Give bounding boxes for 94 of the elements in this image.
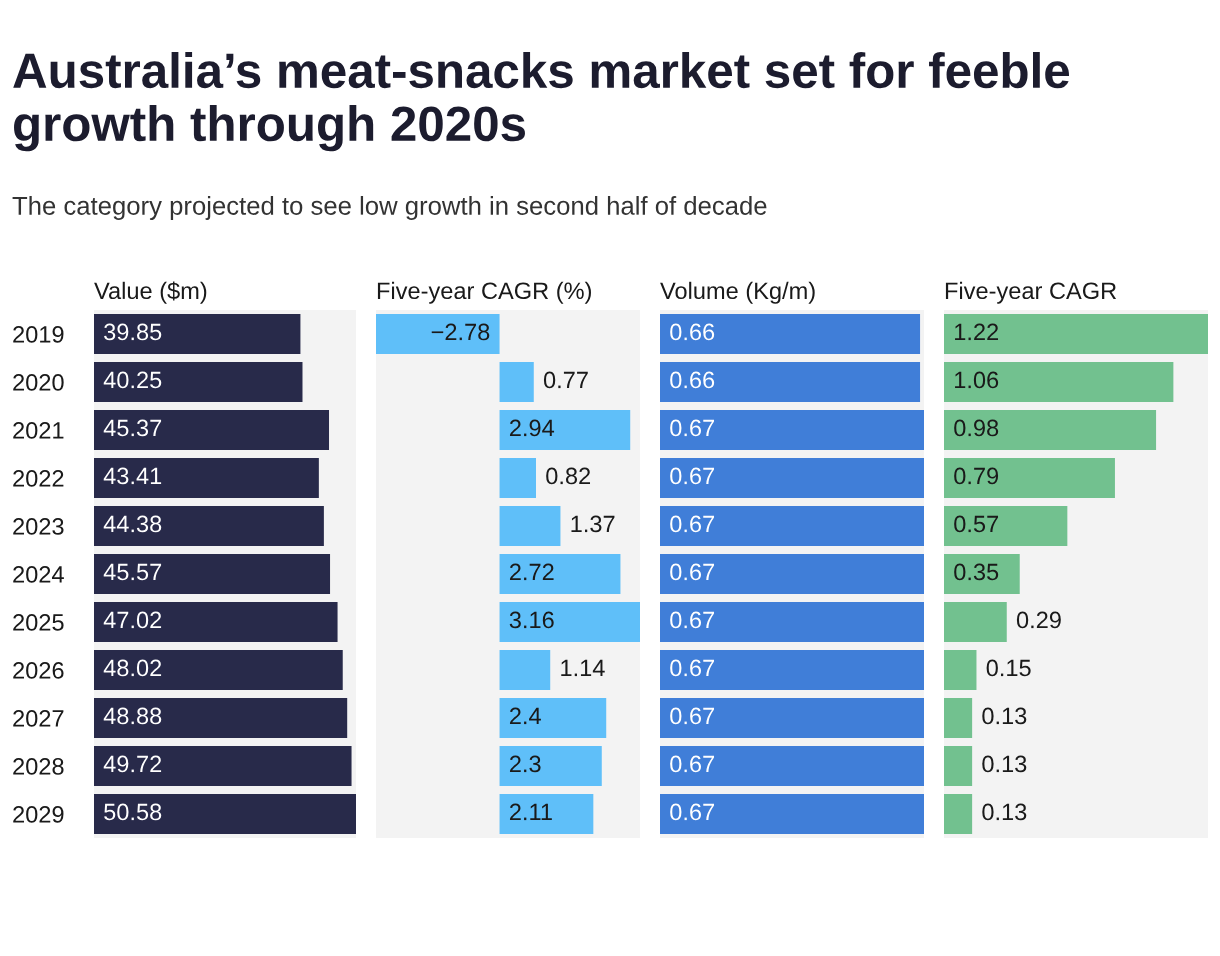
bar [376, 314, 500, 354]
data-label: 0.13 [982, 803, 1027, 821]
data-label: 0.67 [670, 611, 715, 629]
bar [94, 602, 338, 642]
data-label: 0.67 [670, 515, 715, 533]
data-label: 1.22 [955, 323, 999, 341]
bar [94, 458, 319, 498]
y-tick-label: 2029 [13, 806, 64, 823]
bar [499, 602, 640, 642]
data-label: 3.16 [509, 611, 554, 629]
data-label: 45.57 [103, 563, 162, 581]
y-tick-label: 2023 [13, 518, 64, 535]
bar [94, 506, 324, 546]
y-tick-label: 2019 [13, 326, 64, 343]
bar [944, 602, 1007, 642]
y-tick-label: 2022 [13, 470, 64, 487]
x-axis-title: Five-year CAGR [945, 281, 1117, 304]
bar [499, 554, 621, 594]
bar [944, 506, 1068, 546]
bar [944, 554, 1020, 594]
bar [499, 746, 602, 786]
data-label: 0.82 [546, 467, 591, 485]
data-label: 2.72 [509, 563, 554, 581]
data-label: 40.25 [103, 371, 162, 389]
data-label: 0.77 [543, 371, 588, 389]
bar [944, 458, 1115, 498]
text: Australia’s meat-snacks market set for feeble growth through 2020s [13, 52, 1070, 152]
bar [94, 410, 330, 450]
y-tick-label: 2024 [13, 566, 64, 583]
data-label: 1.14 [561, 659, 605, 677]
bar [944, 362, 1174, 402]
data-label: 0.67 [670, 659, 715, 677]
bar [944, 794, 973, 834]
bar [499, 794, 594, 834]
data-label: 50.58 [104, 803, 162, 821]
bar [94, 746, 352, 786]
bar [499, 506, 561, 546]
data-label: 48.88 [103, 707, 162, 725]
y-tick-label: 2026 [13, 662, 64, 679]
data-label: 0.66 [670, 323, 715, 341]
data-label: 0.67 [670, 707, 715, 725]
data-label: 0.13 [982, 707, 1027, 725]
bar [94, 698, 348, 738]
x-axis-title: Volume (Kg/m) [660, 281, 815, 304]
data-label: 39.85 [104, 323, 162, 341]
data-label: 0.13 [982, 755, 1027, 773]
data-label: 44.38 [103, 515, 162, 533]
data-label: 0.15 [986, 659, 1031, 677]
data-label: −2.78 [431, 323, 490, 341]
data-label: 0.67 [670, 563, 715, 581]
bar [499, 698, 607, 738]
data-label: 1.06 [955, 371, 999, 389]
bar [94, 362, 303, 402]
data-label: 2.3 [509, 755, 541, 773]
x-axis-title: Value ($m) [94, 281, 207, 304]
bar [499, 650, 551, 690]
data-label: 48.02 [103, 659, 162, 677]
bar [944, 650, 977, 690]
bar [944, 410, 1157, 450]
y-tick-label: 2020 [13, 374, 64, 391]
data-label: 2.11 [509, 803, 552, 821]
bar [944, 746, 973, 786]
data-label: 0.57 [954, 515, 999, 533]
bar [944, 314, 1208, 354]
data-label: 45.37 [103, 419, 162, 437]
data-label: 0.29 [1016, 611, 1061, 629]
bar [499, 362, 534, 402]
data-label: 43.41 [103, 467, 162, 485]
bar [499, 458, 536, 498]
y-tick-label: 2027 [13, 710, 64, 727]
x-axis-title: Five-year CAGR (%) [377, 281, 591, 304]
bar [94, 314, 301, 354]
data-label: 2.94 [509, 419, 555, 437]
data-label: 0.67 [670, 467, 715, 485]
chart-subtitle: The category projected to see low growth in second half of decade [12, 196, 767, 220]
data-label: 1.37 [571, 515, 615, 533]
bar [94, 794, 356, 834]
bar [944, 698, 973, 738]
data-label: 0.79 [954, 467, 999, 485]
data-label: 0.66 [670, 371, 715, 389]
data-label: 47.02 [103, 611, 162, 629]
bar [94, 554, 331, 594]
data-label: 49.72 [103, 755, 162, 773]
bar [94, 650, 343, 690]
data-label: 0.67 [670, 419, 715, 437]
data-label: 2.4 [509, 707, 541, 725]
data-label: 0.67 [670, 755, 715, 773]
y-tick-label: 2021 [13, 422, 64, 439]
y-tick-label: 2028 [13, 758, 64, 775]
data-label: 0.35 [954, 563, 999, 581]
data-label: 0.67 [670, 803, 715, 821]
bar [499, 410, 631, 450]
data-label: 0.98 [954, 419, 999, 437]
y-tick-label: 2025 [13, 614, 64, 631]
